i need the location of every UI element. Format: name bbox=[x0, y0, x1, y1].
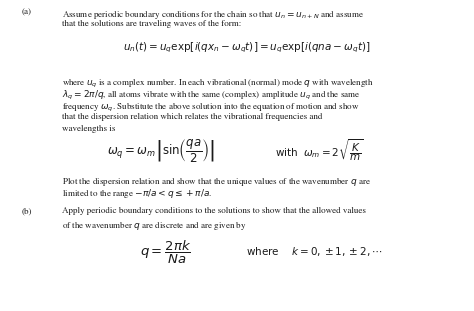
Text: with $\;\omega_m = 2\sqrt{\dfrac{K}{m}}$: with $\;\omega_m = 2\sqrt{\dfrac{K}{m}}$ bbox=[275, 138, 364, 164]
Text: Assume periodic boundary conditions for the chain so that $u_n = u_{n+N}$ and as: Assume periodic boundary conditions for … bbox=[62, 8, 364, 21]
Text: $u_n(t) = u_q\mathrm{exp}\left[i(qx_n - \omega_q t)\right] = u_q\mathrm{exp}\lef: $u_n(t) = u_q\mathrm{exp}\left[i(qx_n - … bbox=[123, 41, 370, 55]
Text: $\omega_q = \omega_m \left| \sin\!\left(\dfrac{qa}{2}\right) \right|$: $\omega_q = \omega_m \left| \sin\!\left(… bbox=[107, 137, 215, 165]
Text: (b): (b) bbox=[21, 207, 32, 215]
Text: where $\quad k = 0, \pm 1, \pm 2, \cdots$: where $\quad k = 0, \pm 1, \pm 2, \cdots… bbox=[246, 245, 383, 258]
Text: that the dispersion relation which relates the vibrational frequencies and: that the dispersion relation which relat… bbox=[62, 113, 322, 121]
Text: $\lambda_q = 2\pi/q$, all atoms vibrate with the same (complex) amplitude $u_q$ : $\lambda_q = 2\pi/q$, all atoms vibrate … bbox=[62, 89, 360, 102]
Text: $q = \dfrac{2\pi k}{Na}$: $q = \dfrac{2\pi k}{Na}$ bbox=[140, 239, 191, 266]
Text: limited to the range $-\pi/a < q \leq +\pi/a$.: limited to the range $-\pi/a < q \leq +\… bbox=[62, 187, 212, 200]
Text: frequency $\omega_q$. Substitute the above solution into the equation of motion : frequency $\omega_q$. Substitute the abo… bbox=[62, 101, 359, 114]
Text: that the solutions are traveling waves of the form:: that the solutions are traveling waves o… bbox=[62, 20, 241, 28]
Text: (a): (a) bbox=[21, 8, 31, 16]
Text: wavelengths is: wavelengths is bbox=[62, 125, 115, 133]
Text: Apply periodic boundary conditions to the solutions to show that the allowed val: Apply periodic boundary conditions to th… bbox=[62, 207, 365, 215]
Text: of the wavenumber $q$ are discrete and are given by: of the wavenumber $q$ are discrete and a… bbox=[62, 219, 246, 232]
Text: where $u_q$ is a complex number. In each vibrational (normal) mode $q$ with wave: where $u_q$ is a complex number. In each… bbox=[62, 77, 373, 90]
Text: Plot the dispersion relation and show that the unique values of the wavenumber $: Plot the dispersion relation and show th… bbox=[62, 175, 371, 188]
